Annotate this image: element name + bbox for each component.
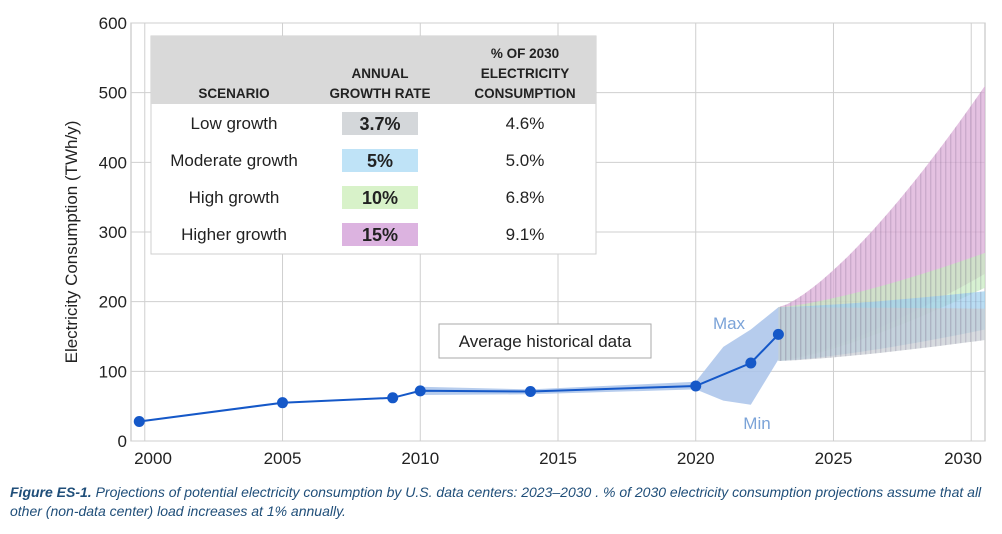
table-header-scenario: SCENARIO (198, 86, 269, 101)
table-header-bg (151, 36, 596, 104)
chart: 0 100 200 300 400 500 600 2000 2005 2010 2015 2020 2… (62, 14, 986, 468)
caption-text: Projections of potential electricity con… (10, 484, 982, 519)
historical-range-band (420, 307, 779, 405)
data-point (690, 380, 702, 392)
x-tick-label: 2005 (264, 449, 302, 468)
projection-bands (778, 85, 985, 361)
data-point (414, 385, 426, 397)
table-pct-cell: 4.6% (506, 114, 545, 133)
x-tick-label: 2000 (134, 449, 172, 468)
historical-label-box (438, 323, 652, 359)
table-header-pct-2: ELECTRICITY (481, 66, 570, 81)
data-point (387, 392, 399, 404)
max-label: Max (713, 314, 746, 333)
min-label: Min (743, 414, 770, 433)
historical-label: Average historical data (459, 332, 632, 351)
table-header-pct-3: CONSUMPTION (474, 86, 575, 101)
table-pct-cell: 9.1% (506, 225, 545, 244)
figure-caption: Figure ES-1. Projections of potential el… (10, 483, 995, 521)
rate-swatch (342, 149, 418, 172)
table-scenario-cell: Higher growth (181, 225, 287, 244)
table-header-rate-2: GROWTH RATE (330, 86, 431, 101)
x-tick-label: 2025 (815, 449, 853, 468)
y-tick-label: 100 (99, 362, 127, 381)
data-point (524, 386, 536, 398)
x-tick-label: 2010 (401, 449, 439, 468)
rate-swatch (342, 112, 418, 135)
x-tick-label: 2015 (539, 449, 577, 468)
x-tick-label: 2030 (944, 449, 982, 468)
caption-label: Figure ES-1. (10, 484, 92, 500)
table-rate-cell: 5% (367, 151, 393, 171)
y-tick-label: 0 (118, 432, 127, 451)
table-pct-cell: 5.0% (506, 151, 545, 170)
table-rate-cell: 3.7% (359, 114, 400, 134)
data-point (745, 357, 757, 369)
series-line (139, 333, 780, 423)
y-tick-label: 300 (99, 223, 127, 242)
rate-swatch (342, 186, 418, 209)
y-tick-label: 200 (99, 293, 127, 312)
table-rate-cell: 15% (362, 225, 398, 245)
x-tick-label: 2020 (677, 449, 715, 468)
data-point (772, 328, 784, 340)
table-header-rate-1: ANNUAL (352, 66, 409, 81)
table-scenario-cell: High growth (189, 188, 280, 207)
rate-swatch (342, 223, 418, 246)
data-point (277, 397, 289, 409)
table-rate-cell: 10% (362, 188, 398, 208)
y-tick-label: 500 (99, 84, 127, 103)
y-tick-label: 600 (99, 14, 127, 33)
table-scenario-cell: Low growth (191, 114, 278, 133)
band-stripes-low-growth (778, 307, 985, 361)
y-tick-label: 400 (99, 153, 127, 172)
table-pct-cell: 6.8% (506, 188, 545, 207)
table-scenario-cell: Moderate growth (170, 151, 298, 170)
data-point (133, 415, 145, 427)
y-axis-title: Electricity Consumption (TWh/y) (62, 121, 81, 364)
table-header-pct-1: % OF 2030 (491, 46, 559, 61)
